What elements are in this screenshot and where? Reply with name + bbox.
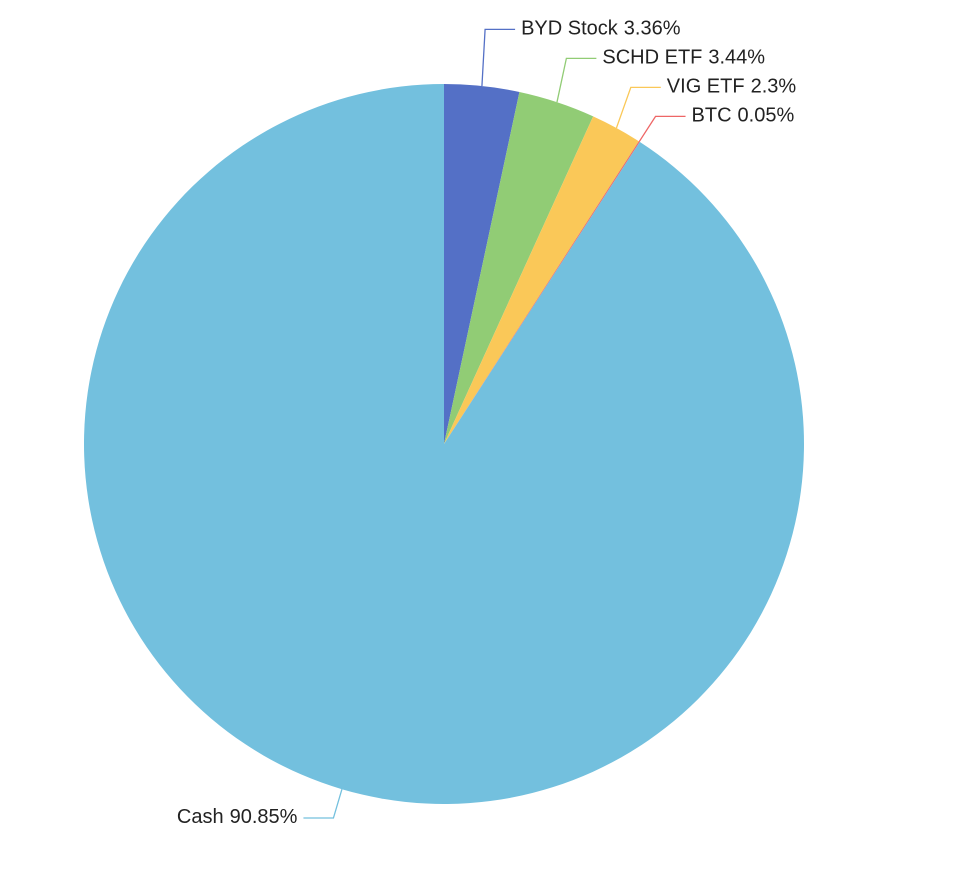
slice-label: Cash 90.85% [177,806,298,828]
leader-line [303,789,343,819]
slice-label: BTC 0.05% [692,105,795,127]
slice-value: 0.05% [738,105,795,127]
leader-line [556,57,597,103]
slice-name: BYD Stock [521,18,619,40]
slice-label: BYD Stock 3.36% [521,18,681,40]
leader-line [615,86,661,129]
slice-value: 3.36% [624,18,681,40]
slice-value: 3.44% [708,47,765,69]
leader-line [481,28,516,87]
pie-slice [444,91,594,444]
slice-name: SCHD ETF [602,47,702,69]
slice-name: BTC [692,105,732,127]
pie-slice [84,84,805,804]
slice-value: 2.3% [751,76,797,98]
slice-label: SCHD ETF 3.44% [602,47,765,69]
leader-line [638,115,686,142]
slice-label: VIG ETF 2.3% [667,76,797,98]
pie-slice [444,116,639,444]
pie-slice [444,84,520,444]
pie-slice [444,141,640,444]
slice-value: 90.85% [230,806,298,828]
slice-name: VIG ETF [667,76,745,98]
slice-name: Cash [177,806,224,828]
